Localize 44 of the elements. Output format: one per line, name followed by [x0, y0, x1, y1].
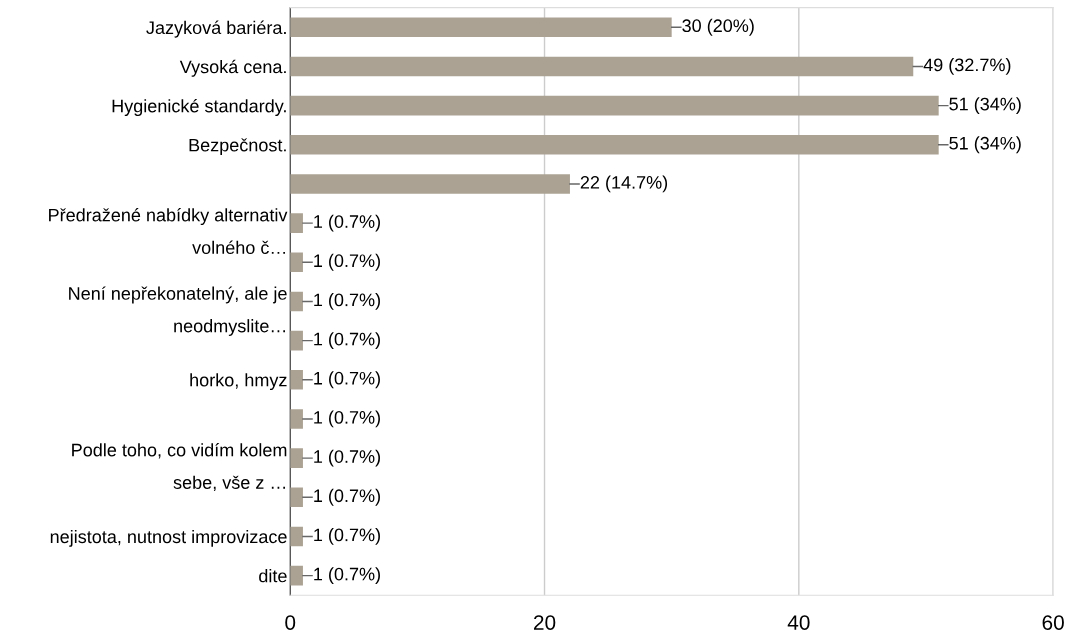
x-tick-label: 0 — [285, 615, 296, 630]
bar — [290, 330, 303, 351]
y-tick-label: nejistota, nutnost improvizace — [50, 529, 287, 547]
bar — [290, 95, 939, 116]
y-tick-label: Hygienické standardy. — [112, 98, 286, 116]
data-label: 1 (0.7%) — [314, 214, 380, 232]
data-label: 51 (34%) — [949, 136, 1021, 154]
bar — [290, 134, 939, 155]
data-label: 22 (14.7%) — [580, 175, 668, 193]
y-tick-label: Bezpečnost. — [189, 138, 286, 156]
data-label: 1 (0.7%) — [314, 410, 380, 428]
x-tick-label: 60 — [1042, 615, 1064, 630]
x-tick-label: 20 — [533, 615, 556, 630]
data-label: 1 (0.7%) — [314, 528, 380, 545]
data-label: 1 (0.7%) — [314, 332, 380, 350]
data-label: 1 (0.7%) — [314, 449, 380, 467]
bar — [290, 409, 303, 429]
bar — [290, 252, 303, 273]
bar — [290, 448, 303, 468]
bar — [290, 291, 303, 312]
data-label: 1 (0.7%) — [314, 371, 380, 389]
bar — [290, 565, 303, 586]
data-label: 1 (0.7%) — [314, 567, 380, 585]
data-label: 1 (0.7%) — [314, 488, 380, 506]
y-tick-label: Jazyková bariéra. — [146, 20, 286, 38]
y-tick-label: Není nepřekonatelný, ale je neodmyslite… — [69, 286, 287, 336]
bar — [290, 174, 570, 194]
data-label: 1 (0.7%) — [314, 253, 380, 271]
y-tick-label: dite — [259, 569, 287, 583]
bar — [290, 213, 303, 233]
data-label: 49 (32.7%) — [923, 58, 1011, 75]
bar — [290, 526, 303, 547]
y-tick-label: Podle toho, co vidím kolem sebe, vše z … — [72, 442, 287, 492]
data-label: 30 (20%) — [682, 18, 754, 36]
bar — [290, 17, 672, 38]
data-label: 51 (34%) — [949, 97, 1021, 115]
x-tick-label: 40 — [787, 615, 810, 630]
bar — [290, 487, 303, 508]
data-label: 1 (0.7%) — [314, 293, 380, 310]
y-tick-label: Předražené nabídky alternativ volného č… — [49, 208, 288, 255]
bar — [290, 369, 303, 390]
y-tick-label: Vysoká cena. — [179, 59, 286, 77]
y-tick-label: horko, hmyz — [190, 373, 287, 391]
bar — [290, 56, 914, 77]
